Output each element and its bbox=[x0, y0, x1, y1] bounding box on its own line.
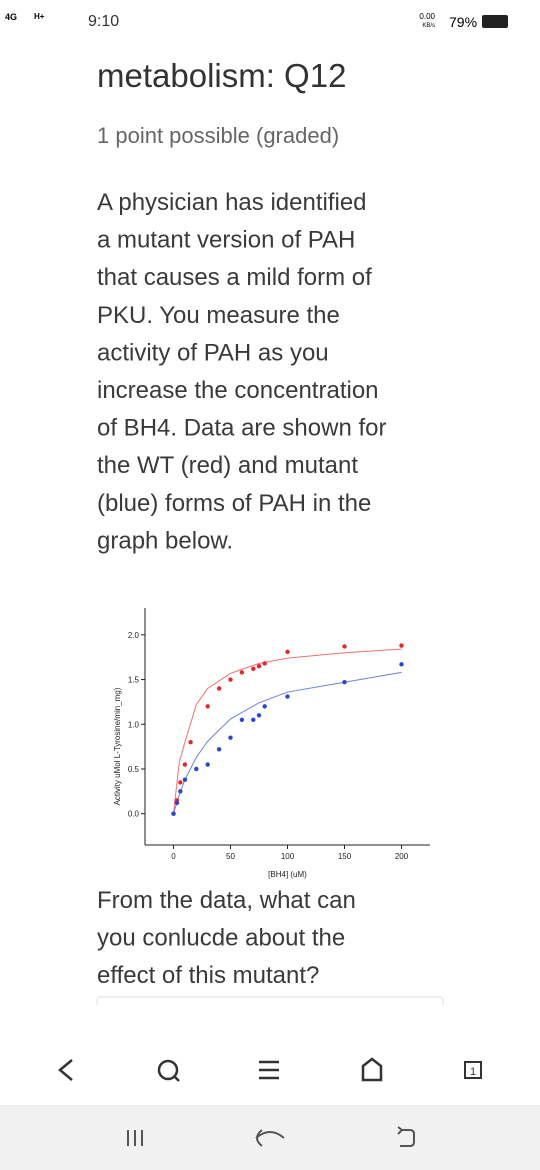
data-point bbox=[174, 800, 180, 806]
question-line: PKU. You measure the bbox=[97, 302, 340, 329]
data-point bbox=[205, 762, 210, 767]
time: 9:10 bbox=[88, 13, 119, 30]
data-point bbox=[228, 735, 233, 740]
data-point bbox=[285, 649, 290, 655]
browser-nav bbox=[0, 1005, 540, 1105]
data-point bbox=[171, 811, 176, 816]
data-point bbox=[251, 717, 256, 722]
followup-line: you conlucde about the bbox=[97, 925, 345, 952]
network2: H+ bbox=[34, 12, 45, 21]
x-axis-label: [BH4] (uM) bbox=[268, 870, 307, 879]
question-line: activity of PAH as you bbox=[97, 339, 329, 366]
data-point bbox=[178, 780, 183, 785]
home-gesture[interactable] bbox=[255, 1129, 285, 1147]
question-line: increase the concentration bbox=[97, 377, 379, 404]
question-line: that causes a mild form of bbox=[97, 264, 372, 291]
question: A physician has identified a mutant versi… bbox=[97, 189, 386, 554]
data-point bbox=[182, 777, 188, 782]
y-tick-label: 0.5 bbox=[128, 765, 140, 774]
back-gesture[interactable] bbox=[397, 1126, 415, 1147]
question-line: graph below. bbox=[97, 527, 233, 554]
fit-curve bbox=[173, 671, 402, 814]
x-tick-label: 150 bbox=[338, 852, 352, 861]
data-point bbox=[399, 662, 404, 667]
data-point bbox=[178, 789, 183, 794]
question-line: (blue) forms of PAH in the bbox=[97, 490, 371, 517]
chart: 0 50 100 150 200 0.0 0.5 1.0 1.5 2.0 [BH4] (uM) Act… bbox=[113, 608, 430, 879]
data-point bbox=[216, 747, 222, 752]
data-point bbox=[262, 661, 267, 666]
data-point bbox=[342, 680, 347, 685]
status-bar: 4G H+ 9:10 0.00 KB/s 79% bbox=[5, 12, 508, 30]
battery-icon bbox=[482, 15, 508, 28]
tabs-button[interactable] bbox=[464, 1061, 482, 1079]
x-tick-label: 0 bbox=[171, 852, 176, 861]
battery: 79% bbox=[449, 14, 477, 30]
system-nav bbox=[0, 1105, 540, 1170]
data-point bbox=[342, 644, 347, 649]
question-line: A physician has identified bbox=[97, 189, 367, 216]
followup: From the data, what can you conlucde abou… bbox=[97, 887, 356, 989]
data-point bbox=[188, 739, 193, 745]
tab-count: 1 bbox=[470, 1066, 476, 1078]
data-point bbox=[205, 704, 210, 709]
data-point bbox=[228, 677, 233, 682]
y-axis-label: Activity uMol L-Tyrosine/min_mg) bbox=[113, 687, 122, 805]
back-button[interactable] bbox=[58, 1059, 73, 1081]
x-tick-label: 100 bbox=[281, 852, 295, 861]
recent-button[interactable] bbox=[127, 1130, 143, 1146]
y-tick-label: 1.0 bbox=[128, 720, 140, 729]
x-tick-label: 50 bbox=[226, 852, 235, 861]
followup-line: From the data, what can bbox=[97, 887, 356, 914]
data-point bbox=[262, 704, 267, 709]
network: 4G bbox=[5, 12, 17, 22]
data-point bbox=[256, 713, 262, 718]
data-point bbox=[399, 643, 404, 648]
data-point bbox=[194, 766, 199, 772]
followup-line: effect of this mutant? bbox=[97, 962, 319, 989]
subtitle: 1 point possible (graded) bbox=[97, 123, 339, 148]
question-line: the WT (red) and mutant bbox=[97, 452, 358, 479]
y-tick-label: 0.0 bbox=[128, 810, 140, 819]
question-line: of BH4. Data are shown for bbox=[97, 415, 386, 442]
y-tick-label: 2.0 bbox=[128, 631, 140, 640]
home-button[interactable] bbox=[361, 1057, 383, 1082]
data-point bbox=[251, 666, 256, 672]
search-button[interactable] bbox=[157, 1059, 180, 1082]
title: metabolism: Q12 bbox=[97, 57, 346, 94]
data-point bbox=[285, 694, 290, 699]
speed: 0.00 bbox=[419, 12, 435, 21]
data-point bbox=[182, 762, 188, 767]
data-point bbox=[239, 670, 245, 675]
fit-curve bbox=[173, 648, 402, 814]
data-point bbox=[239, 717, 245, 722]
y-tick-label: 1.5 bbox=[128, 676, 140, 685]
question-line: a mutant version of PAH bbox=[97, 227, 355, 254]
speed-unit: KB/s bbox=[422, 23, 435, 29]
data-point bbox=[256, 663, 262, 669]
x-tick-label: 200 bbox=[395, 852, 409, 861]
data-point bbox=[216, 686, 222, 691]
menu-button[interactable] bbox=[259, 1060, 279, 1080]
